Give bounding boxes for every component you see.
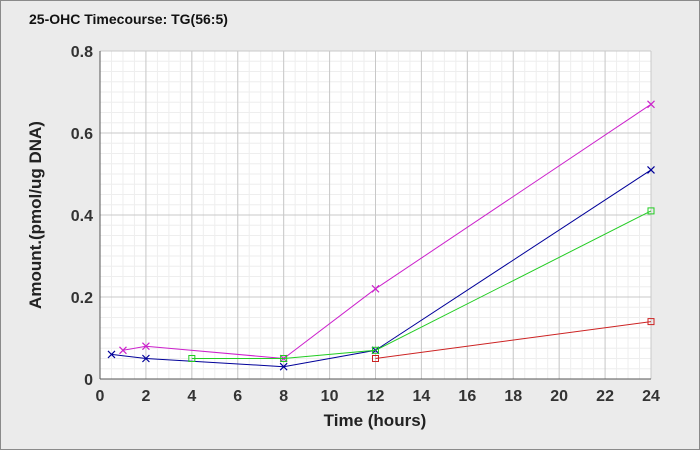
- axes: [99, 51, 651, 380]
- x-tick-labels: 0 2 4 6 8 10 12 14 16 18 20 22 24: [96, 388, 660, 405]
- x-tick-label: 20: [550, 388, 568, 405]
- data-point: [141, 354, 150, 363]
- x-tick-label: 16: [458, 388, 476, 405]
- y-tick-labels: 0 0.2 0.4 0.6 0.8: [71, 44, 93, 389]
- y-axis-label: Amount.(pmol/ug DNA): [26, 121, 45, 309]
- data-point: [372, 346, 379, 354]
- y-tick-label: 0.2: [71, 290, 93, 307]
- series-2: [107, 165, 655, 371]
- y-tick-label: 0.4: [71, 208, 93, 225]
- chart-title: 25-OHC Timecourse: TG(56:5): [29, 11, 228, 27]
- x-axis-label: Time (hours): [324, 411, 427, 430]
- data-point: [647, 207, 655, 215]
- series-line: [191, 210, 652, 359]
- data-point: [119, 346, 127, 355]
- x-tick-label: 24: [642, 388, 660, 405]
- x-tick-label: 2: [141, 388, 150, 405]
- series-layer: [107, 100, 655, 371]
- x-tick-label: 8: [279, 388, 288, 405]
- x-tick-label: 10: [321, 388, 339, 405]
- series-3: [188, 207, 655, 362]
- data-point: [279, 362, 288, 371]
- series-line: [375, 321, 652, 359]
- x-tick-label: 22: [596, 388, 614, 405]
- data-point: [647, 318, 655, 326]
- data-point: [647, 100, 655, 109]
- x-tick-label: 4: [187, 388, 196, 405]
- data-point: [372, 355, 379, 362]
- x-tick-label: 6: [233, 388, 242, 405]
- data-point: [371, 284, 380, 293]
- y-tick-label: 0: [84, 372, 93, 389]
- y-tick-label: 0.8: [71, 44, 93, 61]
- data-point: [141, 342, 150, 351]
- data-point: [280, 355, 288, 362]
- data-point: [647, 165, 655, 174]
- y-tick-label: 0.6: [71, 126, 93, 143]
- x-tick-label: 0: [96, 388, 105, 405]
- x-tick-label: 18: [504, 388, 522, 405]
- x-tick-label: 12: [367, 388, 385, 405]
- series-4: [372, 318, 655, 362]
- data-point: [107, 350, 116, 359]
- x-tick-label: 14: [413, 388, 431, 405]
- data-point: [188, 355, 196, 362]
